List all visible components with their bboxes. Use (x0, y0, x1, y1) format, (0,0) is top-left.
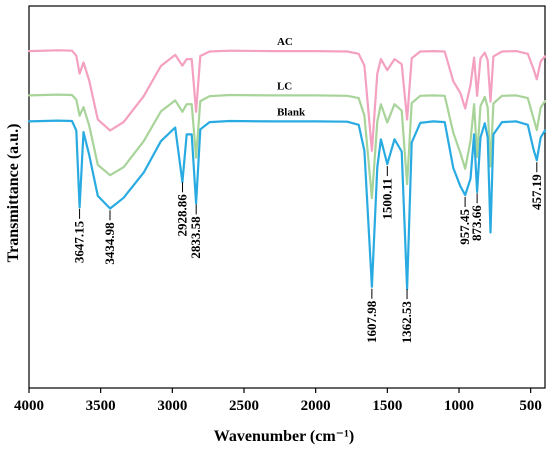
peak-label: 957.45 (457, 208, 472, 244)
x-tick-label: 1500 (372, 398, 402, 414)
series-line-ac (27, 49, 547, 152)
x-tick-label: 4000 (14, 398, 44, 414)
x-tick-label: 2500 (229, 398, 259, 414)
peak-label: 3647.15 (72, 220, 87, 263)
x-tick-label: 500 (519, 398, 542, 414)
x-tick-label: 2000 (301, 398, 331, 414)
x-tick-label: 3500 (86, 398, 116, 414)
series-line-lc (27, 93, 547, 200)
series-label-ac: AC (277, 36, 293, 48)
peak-label: 2833.58 (188, 216, 203, 259)
peak-label: 1362.53 (399, 301, 414, 344)
plot-frame (28, 5, 546, 389)
x-axis-title: Wavenumber (cm⁻¹) (214, 428, 354, 445)
peak-label: 1500.11 (379, 178, 394, 220)
x-tick-label: 3000 (157, 398, 187, 414)
series-label-blank: Blank (277, 106, 306, 118)
y-axis-title: Transmittance (a.u.) (5, 124, 22, 263)
series-line-blank (27, 119, 547, 291)
peak-label: 457.19 (529, 174, 544, 210)
series-layer: AC LC Blank (27, 36, 547, 291)
x-tick-label: 1000 (444, 398, 474, 414)
series-label-lc: LC (277, 80, 292, 92)
peak-label: 873.66 (469, 205, 484, 241)
peak-label: 2928.86 (175, 194, 190, 237)
peak-label: 3434.98 (102, 222, 117, 265)
peak-label: 1607.98 (364, 300, 379, 343)
plot-border (28, 5, 546, 389)
axis-layer: 4000 3500 3000 2500 2000 1500 1000 500 (14, 388, 542, 414)
